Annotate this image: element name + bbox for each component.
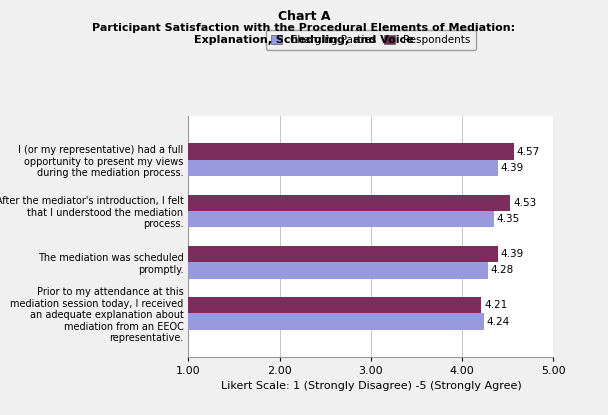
Text: 4.28: 4.28 bbox=[491, 265, 514, 275]
Text: 4.21: 4.21 bbox=[484, 300, 507, 310]
X-axis label: Likert Scale: 1 (Strongly Disagree) -5 (Strongly Agree): Likert Scale: 1 (Strongly Disagree) -5 (… bbox=[221, 381, 521, 391]
Bar bbox=[188, 246, 497, 262]
Text: 4.53: 4.53 bbox=[513, 198, 536, 208]
Bar bbox=[188, 143, 514, 160]
Bar bbox=[188, 211, 494, 227]
Text: 4.57: 4.57 bbox=[517, 146, 540, 156]
Legend: Charging Parties, Respondents: Charging Parties, Respondents bbox=[266, 30, 476, 50]
Bar bbox=[188, 160, 497, 176]
Bar bbox=[188, 313, 484, 330]
Text: 4.35: 4.35 bbox=[497, 214, 520, 224]
Text: Explanation, Scheduling, and Voice: Explanation, Scheduling, and Voice bbox=[194, 35, 414, 45]
Text: Chart A: Chart A bbox=[278, 10, 330, 23]
Bar bbox=[188, 297, 482, 313]
Bar bbox=[188, 262, 488, 278]
Text: 4.39: 4.39 bbox=[500, 163, 523, 173]
Text: 4.24: 4.24 bbox=[487, 317, 510, 327]
Text: Participant Satisfaction with the Procedural Elements of Mediation:: Participant Satisfaction with the Proced… bbox=[92, 23, 516, 33]
Bar bbox=[188, 195, 511, 211]
Text: 4.39: 4.39 bbox=[500, 249, 523, 259]
